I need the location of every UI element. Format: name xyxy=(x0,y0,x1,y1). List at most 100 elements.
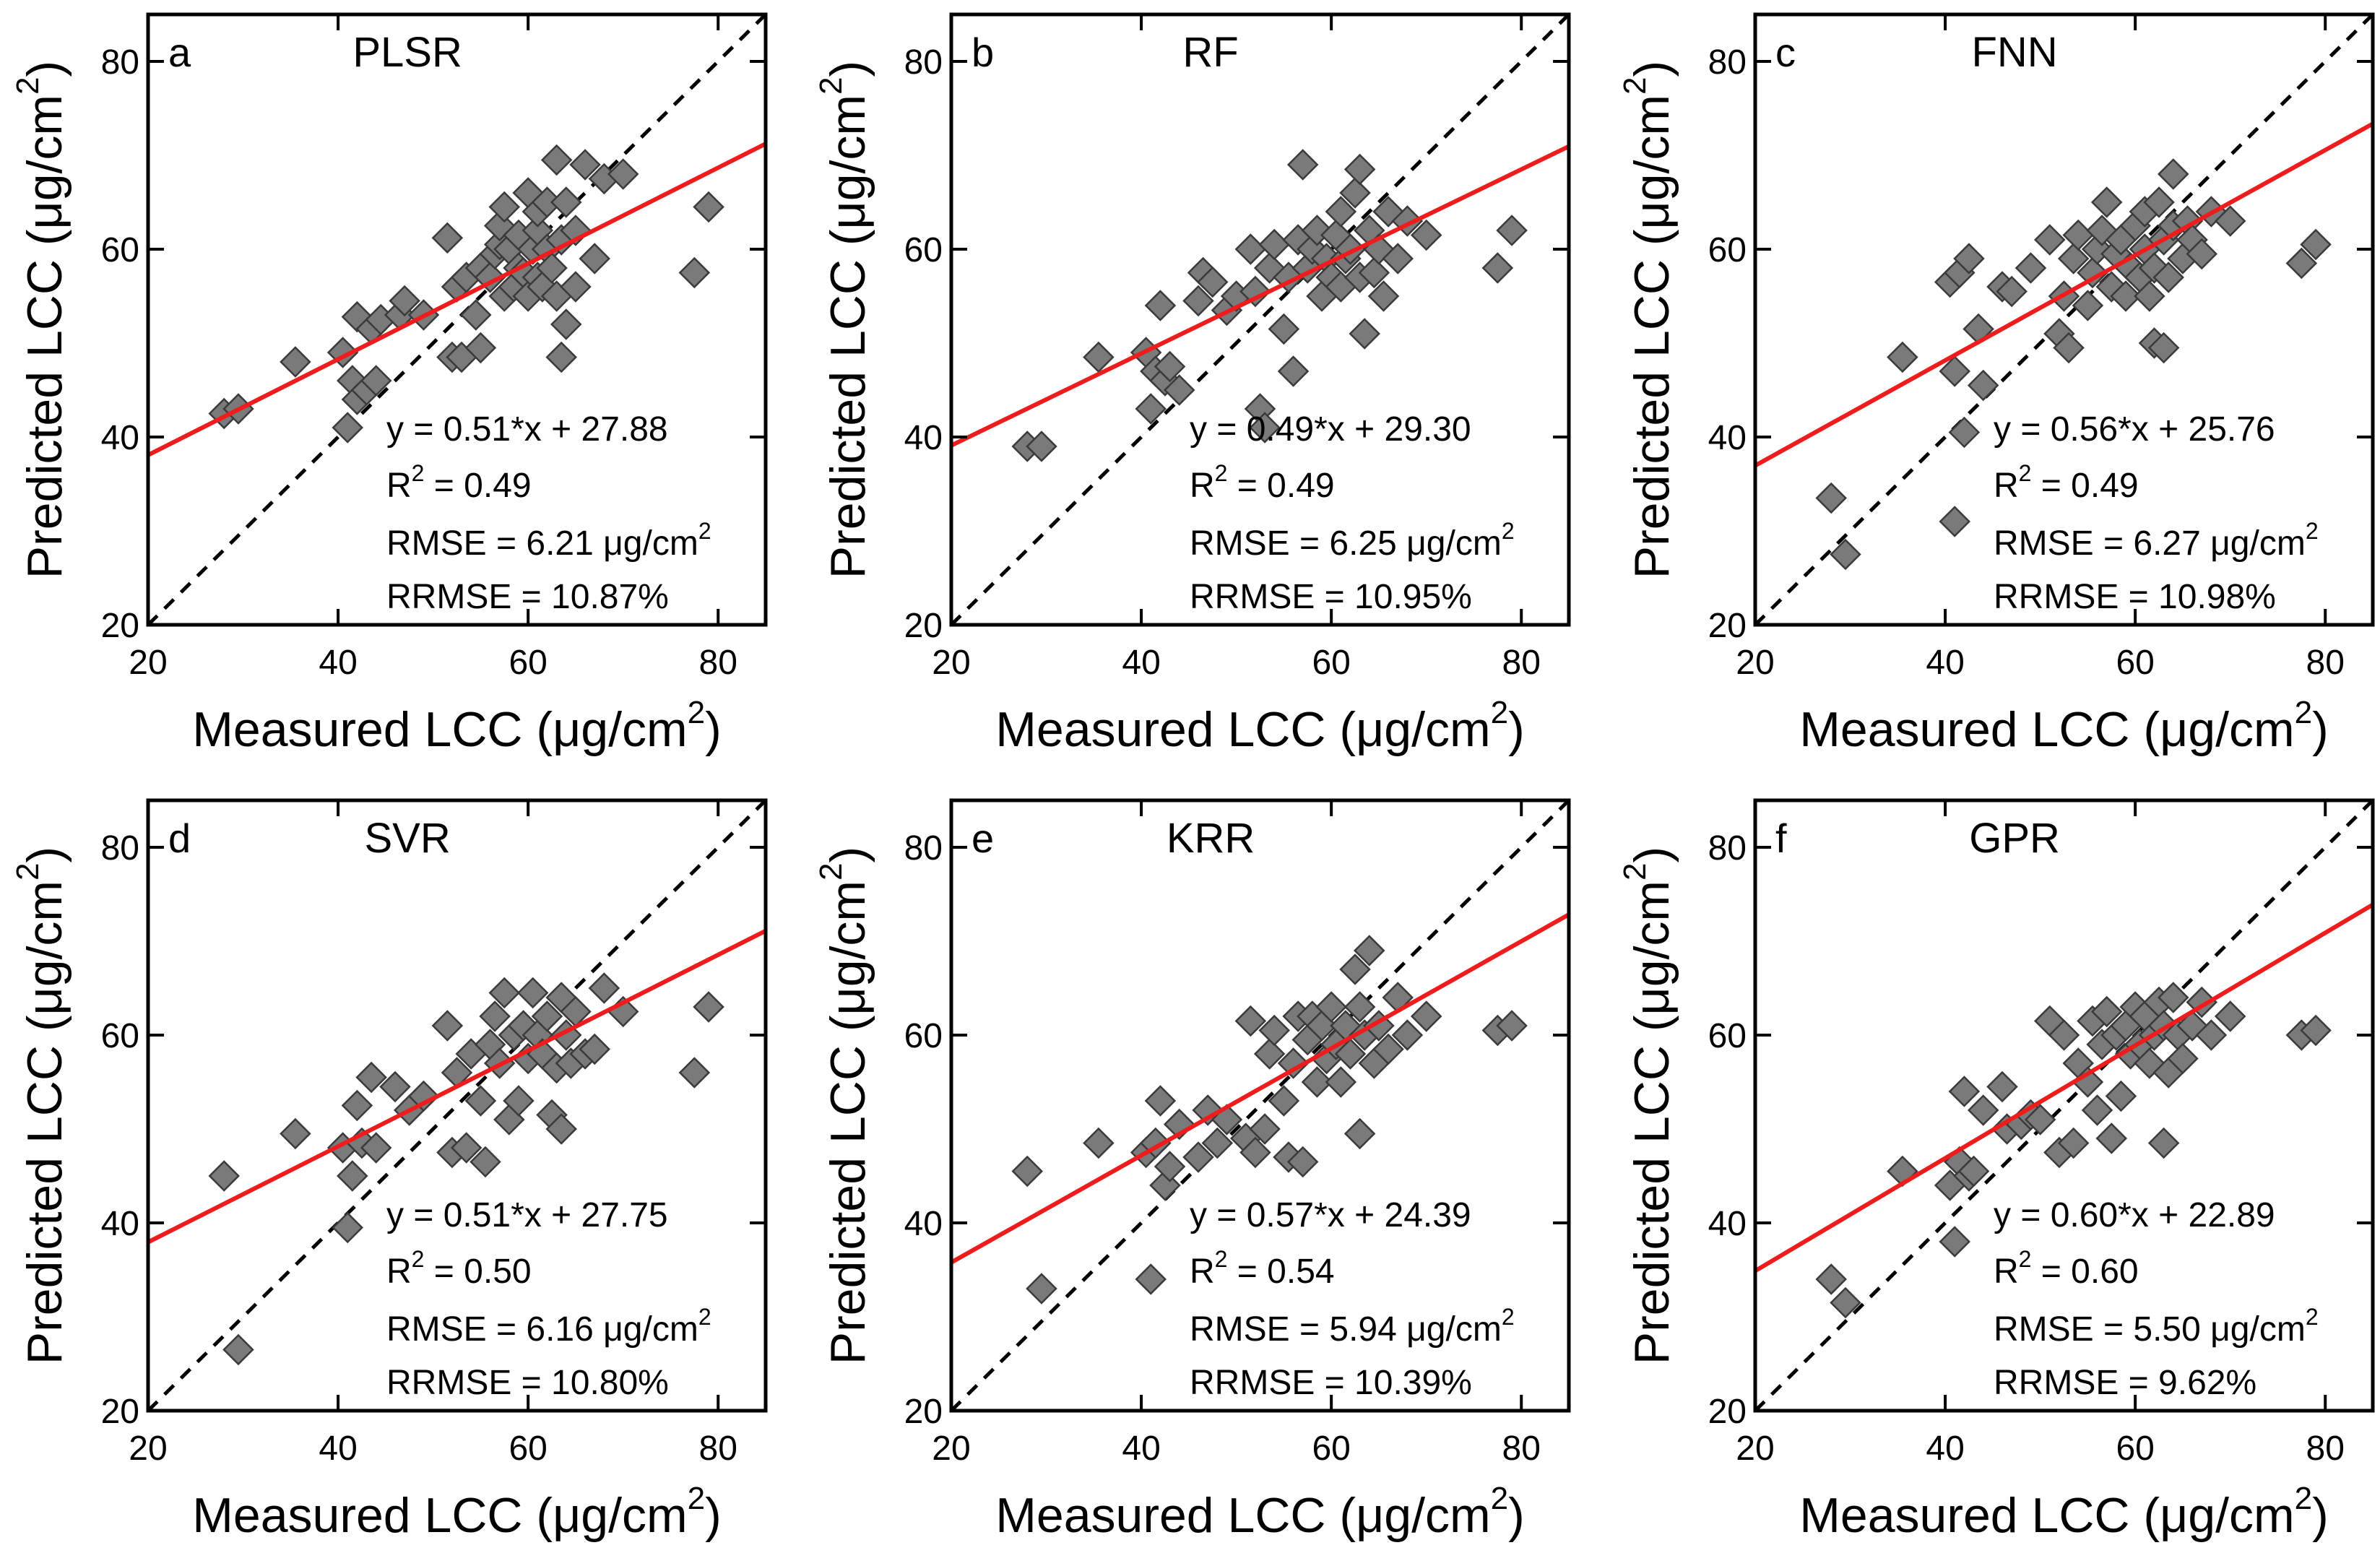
y-tick-label: 40 xyxy=(1708,1205,1747,1243)
panel-a: 20 40 60 80 20 40 60 80 a PLSR y = 0.51*x + 27.88 R… xyxy=(10,12,768,757)
data-point xyxy=(1410,1000,1442,1032)
x-axis-label: Measured LCC (μg/cm2) xyxy=(995,1481,1525,1543)
y-tick-label: 80 xyxy=(1708,43,1747,82)
data-point xyxy=(579,243,610,274)
r2-exp: 2 xyxy=(412,460,425,486)
panel-letter: c xyxy=(1775,30,1796,75)
data-point xyxy=(1268,313,1300,345)
data-point xyxy=(2214,1000,2246,1032)
data-point xyxy=(1343,153,1376,186)
data-point xyxy=(1496,215,1528,246)
x-tick-label: 80 xyxy=(699,644,737,682)
data-point xyxy=(1154,1151,1186,1182)
y-axis-label: Predicted LCC (μg/cm2) xyxy=(1617,61,1679,579)
x-tick-label: 60 xyxy=(1312,1429,1350,1468)
data-point xyxy=(1301,1066,1333,1098)
x-tick-label: 60 xyxy=(509,644,547,682)
panel-letter: e xyxy=(972,816,994,861)
x-tick-label: 80 xyxy=(2306,1429,2345,1468)
plot-frame xyxy=(949,12,1571,627)
data-point xyxy=(1315,991,1347,1023)
rmse: RMSE = 6.27 μg/cm2 xyxy=(1994,518,2319,563)
data-point xyxy=(2053,332,2085,364)
data-point xyxy=(1410,219,1442,251)
data-point xyxy=(1963,313,1994,345)
data-point xyxy=(2147,332,2180,364)
data-point xyxy=(2105,1080,2137,1112)
data-point xyxy=(1182,285,1214,317)
rmse-text: RMSE = 5.94 μg/cm xyxy=(1190,1310,1502,1349)
y-tick-label: 40 xyxy=(101,419,139,457)
r2-value: = 0.54 xyxy=(1227,1253,1334,1291)
data-point xyxy=(560,271,592,303)
x-tick-label: 20 xyxy=(1736,644,1774,682)
data-point xyxy=(2147,1127,2180,1159)
data-point xyxy=(1144,1085,1177,1117)
data-point xyxy=(2158,158,2189,190)
r2-label: R xyxy=(1994,1253,2019,1291)
r2-exp: 2 xyxy=(1215,460,1228,486)
data-point xyxy=(1939,1226,1970,1258)
data-point xyxy=(579,1033,610,1065)
data-point xyxy=(1358,256,1390,289)
x-tick-label: 60 xyxy=(1312,644,1350,682)
regression-equation: y = 0.51*x + 27.75 xyxy=(386,1196,668,1234)
data-point xyxy=(1011,1155,1043,1188)
x-tick-label: 60 xyxy=(509,1429,547,1468)
panel-title: RF xyxy=(1182,29,1238,76)
panel-title: KRR xyxy=(1167,815,1255,862)
y-axis-label: Predicted LCC (μg/cm2) xyxy=(10,61,72,579)
data-point xyxy=(1939,355,1970,387)
data-point xyxy=(1481,252,1514,284)
panel-title: GPR xyxy=(1969,815,2060,862)
data-point xyxy=(2077,256,2108,289)
data-point xyxy=(1887,341,1918,373)
regression-equation: y = 0.57*x + 24.39 xyxy=(1190,1196,1471,1234)
y-tick-label: 40 xyxy=(101,1205,139,1243)
data-point xyxy=(1026,431,1057,462)
plot-area xyxy=(1755,14,2373,625)
data-point xyxy=(1953,243,1985,274)
data-point xyxy=(2095,1122,2128,1154)
data-point xyxy=(222,1333,254,1366)
data-point xyxy=(379,1070,411,1103)
y-tick-label: 60 xyxy=(904,231,943,269)
panel-title: PLSR xyxy=(352,29,462,76)
y-tick-label: 60 xyxy=(1708,1017,1747,1055)
data-point xyxy=(1372,1033,1404,1065)
data-point xyxy=(389,285,420,317)
data-point xyxy=(1986,1070,2018,1103)
data-point xyxy=(360,365,392,397)
rrmse: RRMSE = 10.87% xyxy=(386,578,669,616)
data-point xyxy=(1496,1010,1528,1042)
one-to-one-line xyxy=(951,14,1569,625)
data-point xyxy=(1339,953,1371,985)
x-tick-label: 20 xyxy=(129,1429,167,1468)
data-point xyxy=(360,1132,392,1164)
rmse-text: RMSE = 6.27 μg/cm xyxy=(1994,524,2306,563)
rmse-exp: 2 xyxy=(2306,1304,2319,1330)
data-point xyxy=(1830,538,1861,571)
rmse: RMSE = 6.16 μg/cm2 xyxy=(386,1304,711,1349)
data-point xyxy=(1382,243,1414,274)
data-point xyxy=(2048,1019,2080,1051)
y-tick-label: 20 xyxy=(101,607,139,645)
plot-frame xyxy=(949,798,1571,1413)
data-point xyxy=(1354,935,1385,966)
data-point xyxy=(332,412,363,444)
data-point xyxy=(2143,186,2175,218)
data-point xyxy=(588,972,620,1004)
y-tick-label: 80 xyxy=(101,829,139,868)
data-point xyxy=(2015,252,2047,284)
data-point xyxy=(1234,1005,1267,1037)
y-tick-label: 20 xyxy=(101,1393,139,1431)
rmse-text: RMSE = 5.50 μg/cm xyxy=(1994,1310,2306,1349)
y-tick-label: 60 xyxy=(904,1017,943,1055)
data-point xyxy=(1277,1047,1310,1079)
data-point xyxy=(1144,290,1177,321)
data-point xyxy=(431,222,464,254)
data-point xyxy=(1967,1094,1999,1126)
